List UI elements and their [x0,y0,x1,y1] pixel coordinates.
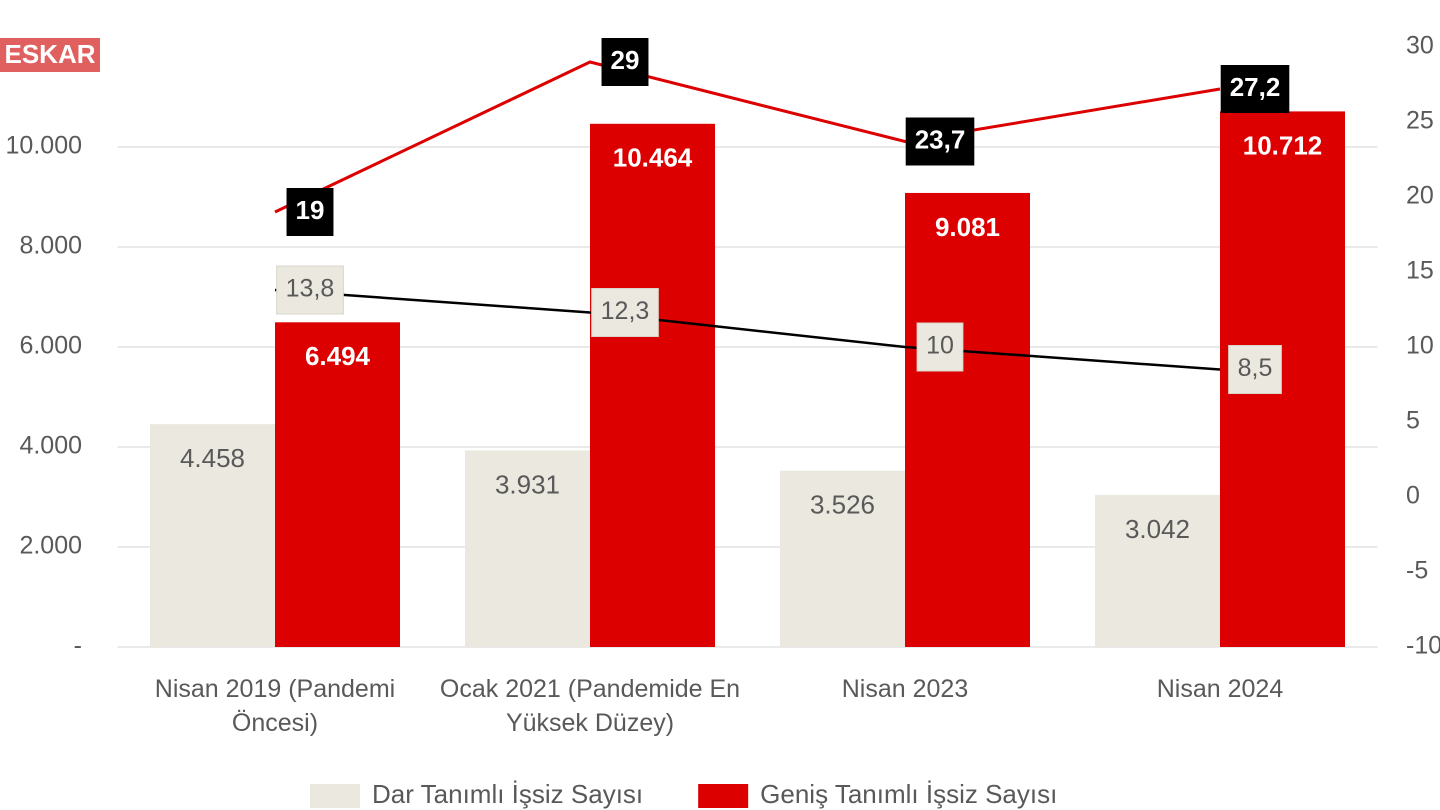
logo: ESKAR [4,39,95,69]
line [274,288,1221,371]
data-label-box: 19 [286,188,334,236]
label-box [591,288,659,337]
x-tick-label: Ocak 2021 (Pandemide En Yüksek Düzey) [439,675,741,737]
data-label: 13,8 [286,275,335,303]
bar [590,123,715,648]
y-tick-label: 4.000 [19,432,82,460]
x-tick-label: Nisan 2023 [841,675,969,703]
bar [275,322,400,647]
data-label: 23,7 [915,124,966,154]
data-label-box: 29 [601,38,649,86]
legend-label: Dar Tanımlı İşsiz Sayısı [372,779,643,809]
x-tick-label: Nisan 2024 [1156,675,1284,703]
bar [1095,494,1220,647]
data-label-box: 27,2 [1220,65,1290,113]
logo-box [0,38,100,72]
y2-tick-label: 30 [1406,32,1434,60]
data-label: 8,5 [1238,354,1273,382]
legend-swatch [698,784,749,808]
data-label: 3.526 [810,490,875,520]
data-label: 10 [926,332,954,360]
legend-label: Geniş Tanımlı İşsiz Sayısı [760,779,1057,809]
data-label: 9.081 [935,212,1000,242]
y-tick-label: 10.000 [6,132,82,160]
line [274,60,1221,214]
data-label: 29 [611,45,640,75]
data-label-box: 13,8 [276,265,344,315]
y2-tick-label: 0 [1406,482,1420,510]
data-label: 10.464 [613,143,693,173]
y2-tick-label: -10 [1406,632,1440,660]
y2-tick-label: 20 [1406,182,1434,210]
data-label-box: 23,7 [905,117,975,166]
data-label: 3.042 [1125,514,1190,544]
data-label: 19 [296,195,325,225]
y-tick-label: 6.000 [19,332,82,360]
data-label-box: 8,5 [1228,345,1282,394]
data-label: 10.712 [1243,130,1323,160]
x-tick-label: Nisan 2019 (Pandemi Öncesi) [154,675,396,737]
label-box [276,265,344,315]
data-label-box: 12,3 [591,288,659,337]
bar [465,450,590,647]
y2-tick-label: 5 [1406,407,1420,435]
data-label: 4.458 [180,443,245,473]
data-label: 3.931 [495,469,560,499]
label-box [905,117,975,166]
label-box [286,188,334,236]
y2-tick-label: 10 [1406,332,1434,360]
label-box [916,322,964,372]
y-tick-label: 2.000 [19,532,82,560]
label-box [1220,65,1290,113]
data-label: 27,2 [1230,72,1281,102]
y-tick-label: 8.000 [19,232,82,260]
bar [905,192,1030,647]
data-label-box: 10 [916,322,964,372]
bar [150,424,275,647]
label-box [1228,345,1282,394]
data-label: 12,3 [601,297,650,325]
y2-tick-label: -5 [1406,557,1428,585]
y2-tick-label: 15 [1406,257,1434,285]
data-label: 6.494 [305,341,371,371]
label-box [601,38,649,86]
y2-tick-label: 25 [1406,107,1434,135]
y-tick-label: - [74,632,82,660]
legend-swatch [310,784,360,808]
bar [780,470,905,647]
